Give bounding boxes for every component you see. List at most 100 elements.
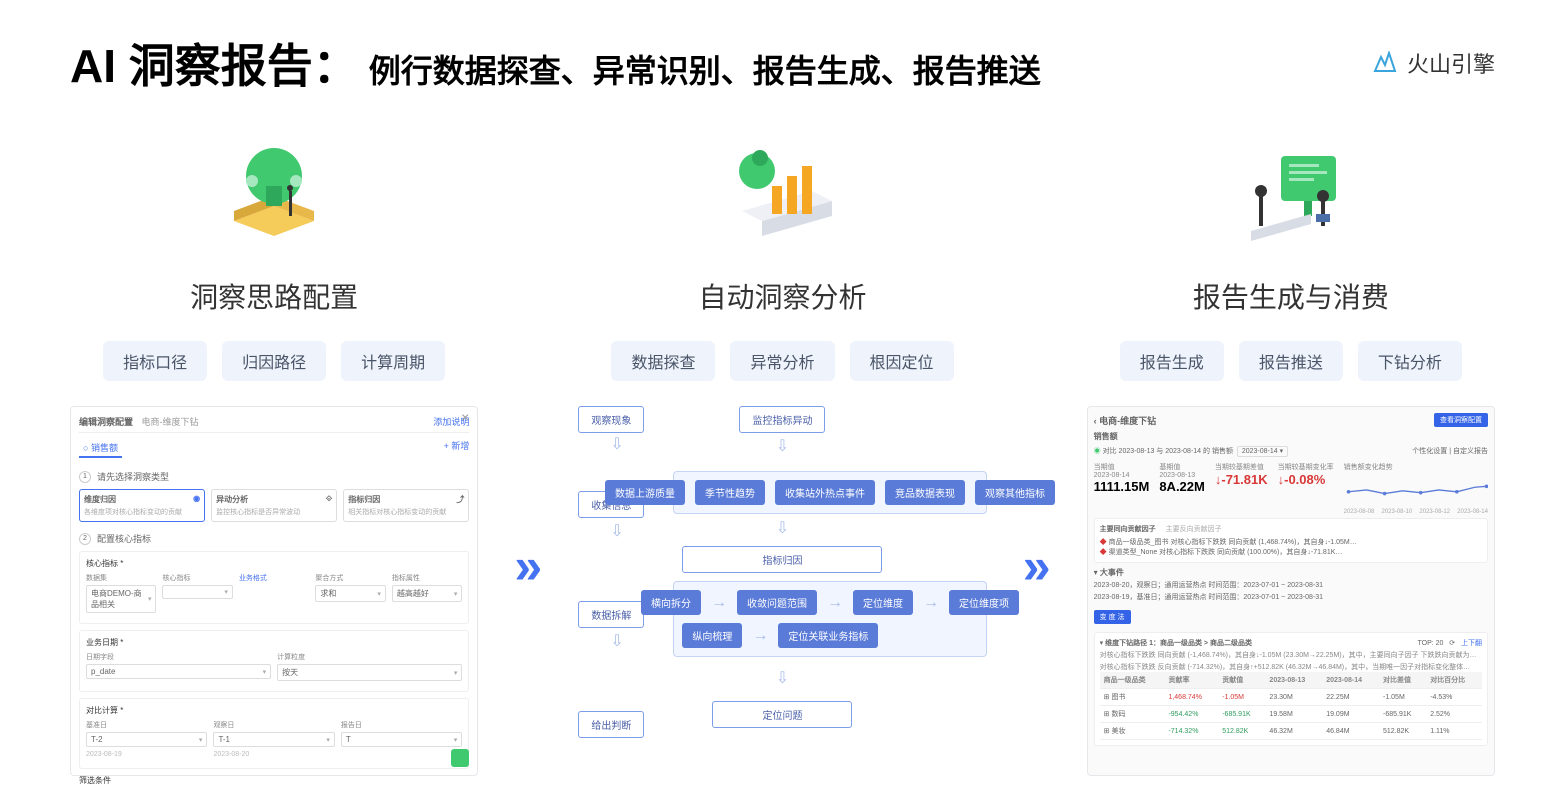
pill: 指标口径 [103,341,207,381]
metric-rate: 当期较基期变化率 ↓-0.08% [1278,462,1334,512]
metric-select[interactable]: ▾ [162,585,232,599]
pill: 计算周期 [341,341,445,381]
volcano-icon [1371,51,1399,75]
card-dimension[interactable]: 维度归因◉ 各维度项对核心指标变动的贡献 [79,489,205,522]
column-config: 洞察思路配置 指标口径 归因路径 计算周期 × 编辑洞察配置 电商-维度下钻 添… [70,136,478,776]
column-report: 报告生成与消费 报告生成 报告推送 下钻分析 ‹ 电商-维度下钻 查看洞察配置 … [1087,136,1495,776]
arrow-2: » [1007,136,1067,776]
title-group: AI 洞察报告： 例行数据探查、异常识别、报告生成、报告推送 [70,30,1041,96]
analysis-icon [712,136,852,256]
tab-row: ○ 销售额 + 新增 [79,439,469,464]
page-header: AI 洞察报告： 例行数据探查、异常识别、报告生成、报告推送 火山引擎 [70,30,1495,96]
flow-label-split: 数据拆解 [578,601,644,628]
flowchart-panel: 观察现象 收集信息 数据拆解 给出判断 ⇩ ⇩ ⇩ 监控指标异动 ⇩ 数据上游质… [578,406,986,776]
personalize-link[interactable]: 个性化设置 [1412,448,1447,455]
filter-label: 筛选条件 [79,775,469,786]
sub-title: 例行数据探查、异常识别、报告生成、报告推送 [369,46,1041,92]
flow-bottom: 定位问题 [712,701,852,728]
step-label: 请先选择洞察类型 [97,470,169,483]
table-row[interactable]: ⊞ 美妆-714.32%512.82K46.32M46.84M512.82K1.… [1100,723,1482,740]
dim-pill[interactable]: 变 度 法 [1094,610,1131,624]
scroll-link[interactable]: 上下翻 [1461,640,1482,647]
report-icon [1221,136,1361,256]
tab-sales[interactable]: ○ 销售额 [79,439,122,458]
arrow-right-icon: → [711,590,727,615]
panel-title: 编辑洞察配置 电商-维度下钻 [79,415,199,428]
metric-base: 基期值2023-08-13 8A.22M [1159,462,1205,512]
card-anomaly[interactable]: 异动分析⟐ 监控核心指标是否异常波动 [211,489,337,522]
flow-node: 定位维度 [853,590,913,615]
arrow-1: » [498,136,558,776]
arrow-down-icon: ⇩ [776,436,789,456]
step-num-icon: 2 [79,533,91,545]
events-section: ▾ 大事件 2023-08-20，观察日；通用运营热点 时间范围：2023-07… [1094,567,1488,602]
section-label: 核心指标 * [86,558,462,569]
flow-node: 观察其他指标 [975,480,1055,505]
flow-label-observe: 观察现象 [578,406,644,433]
view-config-button[interactable]: 查看洞察配置 [1434,413,1488,427]
flow-node: 数据上游质量 [605,480,685,505]
add-button[interactable]: + 新增 [444,439,470,452]
custom-report-link[interactable]: 自定义报告 [1453,448,1488,455]
flow-node: 收集站外热点事件 [775,480,875,505]
pills-3: 报告生成 报告推送 下钻分析 [1120,341,1462,381]
date-picker[interactable]: 2023-08-14 ▾ [1237,446,1288,457]
card-metric[interactable]: 指标归因⤴ 相关指标对核心指标变动的贡献 [343,489,469,522]
panel-header: 编辑洞察配置 电商-维度下钻 添加说明 [79,415,469,433]
pill: 下钻分析 [1358,341,1462,381]
date-field-select[interactable]: p_date▾ [86,664,271,679]
granularity-select[interactable]: 按天▾ [277,664,462,681]
compare-section: 对比计算 * 基准日T-2▾ 观察日T-1▾ 报告日T▾ 2023-08-19 … [79,698,469,769]
drilldown-box: ▾ 维度下钻路径 1：商品一级品类 > 商品二级品类 TOP: 20 ⟳ 上下翻… [1094,632,1488,746]
report-day-select[interactable]: T▾ [341,732,462,747]
flow-node: 季节性趋势 [695,480,765,505]
flow-node: 横向拆分 [641,590,701,615]
dataset-select[interactable]: 电商DEMO-商品相关▾ [86,585,156,613]
flow-node: 竞品数据表现 [885,480,965,505]
pill: 数据探查 [611,341,715,381]
arrow-right-icon: → [923,590,939,615]
base-day-select[interactable]: T-2▾ [86,732,207,747]
flow-node: 定位关联业务指标 [778,623,878,648]
flow-node: 纵向梳理 [682,623,742,648]
step-label: 配置核心指标 [97,532,151,545]
metric-diff: 当期较基期差值 ↓-71.81K [1215,462,1268,512]
pill: 异常分析 [730,341,834,381]
column-title-3: 报告生成与消费 [1193,276,1389,316]
report-subheader: ◉ 对比 2023-08-13 与 2023-08-14 的 销售额 2023-… [1094,446,1488,456]
column-title-1: 洞察思路配置 [190,276,358,316]
pill: 根因定位 [850,341,954,381]
brand-logo: 火山引擎 [1371,47,1495,79]
column-title-2: 自动洞察分析 [698,276,866,316]
flow-node: 定位维度项 [949,590,1019,615]
step-1: 1 请先选择洞察类型 [79,470,469,483]
obs-day-select[interactable]: T-1▾ [213,732,334,747]
pill: 报告推送 [1239,341,1343,381]
agg-select[interactable]: 求和▾ [315,585,385,602]
close-icon[interactable]: × [461,409,469,425]
status-indicator-icon [451,749,469,767]
section-label: 业务日期 * [86,637,462,648]
table-row[interactable]: ⊞ 图书1,468.74%-1.05M23.30M22.25M-1.05M-4.… [1100,689,1482,706]
attr-select[interactable]: 越高越好▾ [392,585,462,602]
flow-mid: 指标归因 [682,546,882,573]
flow-split-box: 横向拆分 → 收敛问题范围 → 定位维度 → 定位维度项 纵向梳理 → 定位关联… [673,581,986,657]
columns-container: 洞察思路配置 指标口径 归因路径 计算周期 × 编辑洞察配置 电商-维度下钻 添… [70,136,1495,776]
report-tab[interactable]: 销售额 [1094,431,1488,442]
pills-1: 指标口径 归因路径 计算周期 [103,341,445,381]
arrow-down-icon: ⇩ [776,668,789,688]
flow-node: 收敛问题范围 [737,590,817,615]
table-row[interactable]: ⊞ 数码-954.42%-685.91K19.58M19.09M-685.91K… [1100,706,1482,723]
metric-current: 当期值2023-08-14 1111.15M [1094,462,1150,512]
section-label: 对比计算 * [86,705,462,716]
step-2: 2 配置核心指标 [79,532,469,545]
main-title: AI 洞察报告： [70,30,359,96]
chevron-right-icon: » [514,537,542,595]
report-panel: ‹ 电商-维度下钻 查看洞察配置 销售额 ◉ 对比 2023-08-13 与 2… [1087,406,1495,776]
table-header: 商品一级品类贡献率贡献值2023-08-132023-08-14对比差值对比百分… [1100,672,1482,689]
core-section: 核心指标 * 数据集电商DEMO-商品相关▾ 核心指标▾ 业务格式 聚合方式求和… [79,551,469,624]
arrow-down-icon: ⇩ [776,518,789,538]
drilldown-table: 商品一级品类贡献率贡献值2023-08-132023-08-14对比差值对比百分… [1100,672,1482,740]
metrics-row: 当期值2023-08-14 1111.15M 基期值2023-08-13 8A.… [1094,462,1488,512]
config-panel: × 编辑洞察配置 电商-维度下钻 添加说明 ○ 销售额 + 新增 1 请先选择洞… [70,406,478,776]
